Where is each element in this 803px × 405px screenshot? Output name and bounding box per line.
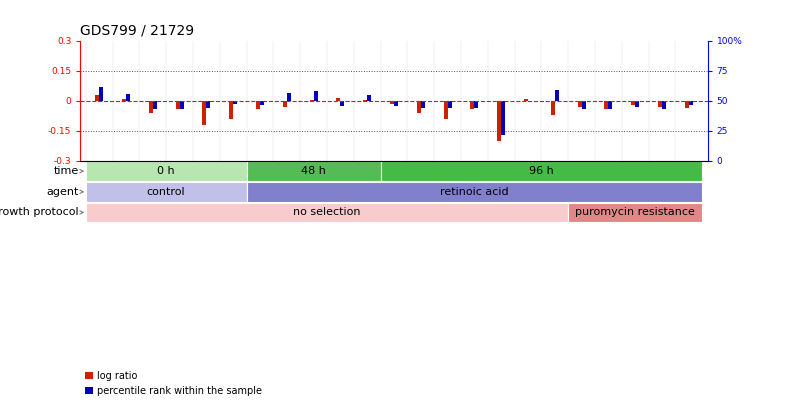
Text: no selection: no selection xyxy=(293,207,361,217)
Bar xyxy=(577,101,581,107)
Bar xyxy=(233,101,237,104)
Bar xyxy=(309,100,313,101)
Bar xyxy=(122,99,126,101)
Bar xyxy=(470,101,474,109)
Text: control: control xyxy=(147,187,185,197)
Text: time: time xyxy=(54,166,79,176)
Bar xyxy=(287,93,291,101)
Bar xyxy=(568,202,701,222)
Bar xyxy=(86,161,247,181)
Bar xyxy=(474,101,478,108)
Bar xyxy=(283,101,287,107)
Text: retinoic acid: retinoic acid xyxy=(439,187,508,197)
Bar xyxy=(447,101,451,108)
Bar xyxy=(255,101,259,109)
Text: GDS799 / 21729: GDS799 / 21729 xyxy=(80,24,194,38)
Bar xyxy=(179,101,183,109)
Legend: log ratio, percentile rank within the sample: log ratio, percentile rank within the sa… xyxy=(85,371,262,396)
Bar xyxy=(149,101,153,113)
Bar xyxy=(363,100,367,101)
Bar xyxy=(684,101,688,108)
Bar xyxy=(604,101,608,109)
Bar xyxy=(630,101,634,104)
Bar xyxy=(247,161,380,181)
Bar xyxy=(259,101,263,104)
Bar xyxy=(86,202,568,222)
Bar xyxy=(380,161,701,181)
Bar xyxy=(206,101,210,108)
Bar xyxy=(420,101,424,108)
Text: 96 h: 96 h xyxy=(528,166,553,176)
Bar xyxy=(528,101,532,102)
Bar xyxy=(86,182,247,202)
Bar xyxy=(554,90,558,101)
Bar xyxy=(550,101,554,115)
Bar xyxy=(393,101,397,106)
Bar xyxy=(247,182,701,202)
Bar xyxy=(634,101,638,107)
Text: 48 h: 48 h xyxy=(301,166,325,176)
Bar xyxy=(336,98,340,101)
Bar xyxy=(416,101,420,113)
Bar xyxy=(443,101,447,119)
Bar xyxy=(202,101,206,125)
Bar xyxy=(661,101,665,109)
Bar xyxy=(608,101,612,109)
Bar xyxy=(500,101,504,135)
Bar xyxy=(581,101,585,109)
Bar xyxy=(229,101,233,119)
Bar xyxy=(95,95,99,101)
Bar xyxy=(688,101,692,104)
Bar xyxy=(496,101,500,141)
Bar xyxy=(657,101,661,107)
Text: growth protocol: growth protocol xyxy=(0,207,79,217)
Text: puromycin resistance: puromycin resistance xyxy=(574,207,695,217)
Bar xyxy=(313,91,317,101)
Bar xyxy=(524,99,528,101)
Text: agent: agent xyxy=(47,187,79,197)
Bar xyxy=(153,101,157,109)
Bar xyxy=(389,101,393,104)
Bar xyxy=(126,94,130,101)
Text: 0 h: 0 h xyxy=(157,166,175,176)
Bar xyxy=(175,101,179,109)
Bar xyxy=(367,95,371,101)
Bar xyxy=(99,87,103,101)
Bar xyxy=(340,101,344,106)
